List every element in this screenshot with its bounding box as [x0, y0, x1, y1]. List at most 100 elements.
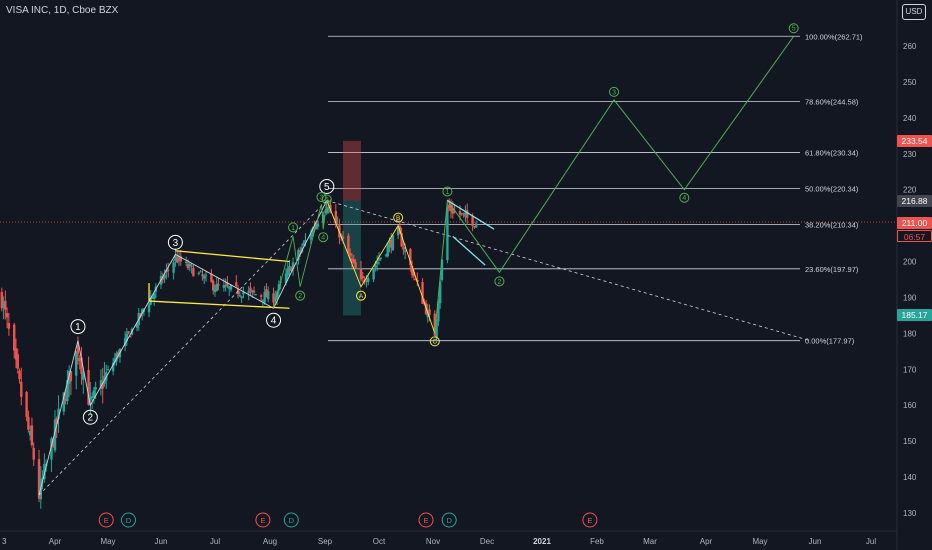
minor-wave-label: 3	[319, 195, 323, 202]
candle-body	[291, 262, 295, 270]
currency-button[interactable]: USD	[902, 4, 926, 20]
fib-level-label: 38.20%(210.34)	[805, 220, 859, 229]
candle-body	[123, 338, 127, 347]
candle-body	[367, 277, 370, 283]
event-marker-circle	[418, 512, 434, 528]
event-marker-circle	[582, 512, 598, 528]
candle-body	[101, 382, 104, 389]
x-tick-label: Sep	[318, 537, 333, 546]
candle-body	[304, 240, 307, 243]
impulse-wave-label-circle	[266, 312, 282, 328]
candle-body	[361, 276, 364, 279]
candle-body	[396, 227, 400, 236]
minor-wave-label-circle	[295, 290, 306, 301]
candle-body	[238, 295, 242, 297]
candle-body	[2, 301, 5, 308]
candle-body	[274, 297, 277, 301]
candle-body	[20, 381, 23, 397]
impulse-wave-label-circle	[167, 234, 183, 250]
impulse-wave-path	[38, 200, 328, 496]
candle-body	[354, 262, 357, 270]
candle-body	[161, 276, 164, 280]
projection-wave-label: 1	[445, 189, 449, 196]
candle-body	[25, 391, 28, 418]
y-tick-label: 260	[903, 42, 917, 51]
candle-body	[106, 369, 110, 371]
y-tick-label: 190	[903, 293, 917, 302]
projection-wave-label-circle	[609, 86, 620, 97]
candle-body	[151, 296, 154, 299]
candle-body	[127, 331, 130, 334]
projection-wave-label-circle	[442, 186, 453, 197]
candle-body	[300, 247, 304, 252]
candle-body	[410, 266, 414, 275]
event-marker-circle	[121, 512, 137, 528]
y-tick-label: 200	[903, 258, 917, 267]
candle-body	[254, 294, 258, 296]
candle-body	[460, 213, 463, 215]
projection-wave-label: 2	[497, 279, 501, 286]
candle-body	[466, 210, 469, 218]
earnings-marker: E	[424, 516, 429, 525]
projection-wave-label-circle	[788, 23, 799, 34]
candle-body	[163, 274, 166, 279]
projection-wave-label: 3	[612, 89, 616, 96]
dividend-marker: D	[126, 516, 132, 525]
candle-body	[174, 255, 177, 261]
candle-body	[75, 351, 78, 376]
candle-body	[64, 398, 67, 401]
candle-body	[437, 301, 440, 322]
projection-wave-label: 5	[792, 26, 796, 33]
correction-wave-label: C	[432, 339, 437, 346]
candle-body	[259, 295, 263, 297]
x-tick-label: Jun	[809, 537, 822, 546]
candle-body	[267, 291, 270, 300]
candle-body	[176, 257, 179, 263]
candle-body	[464, 212, 467, 217]
candle-body	[18, 370, 21, 380]
x-tick-label: 2021	[533, 537, 551, 546]
price-tag-last-close: 233.54	[897, 135, 932, 147]
candle-body	[32, 447, 35, 460]
candle-body	[41, 477, 44, 479]
x-tick-label: Mar	[643, 537, 657, 546]
candle-body	[50, 438, 53, 460]
correction-wave-label-circle	[429, 336, 440, 347]
x-tick-label: May	[100, 537, 115, 546]
y-tick-label: 150	[903, 437, 917, 446]
candle-body	[297, 249, 300, 261]
candle-body	[400, 233, 403, 247]
candle-body	[453, 210, 456, 213]
candle-body	[475, 223, 478, 228]
candle-body	[62, 392, 66, 412]
candle-body	[117, 352, 120, 357]
y-tick-label: 140	[903, 473, 917, 482]
candle-body	[147, 304, 151, 313]
candle-body	[69, 371, 73, 382]
minor-wave-label-circle	[288, 222, 299, 233]
candle-body	[311, 228, 314, 237]
candle-body	[341, 236, 345, 239]
earnings-marker: E	[104, 516, 109, 525]
candle-body	[252, 290, 256, 293]
x-tick-label: Apr	[49, 537, 62, 546]
symbol-title[interactable]: VISA INC, 1D, Cboe BZX	[6, 5, 119, 16]
candle-body	[349, 253, 352, 256]
channel-lower-line	[148, 300, 290, 309]
candle-body	[172, 262, 175, 273]
candle-body	[265, 289, 268, 298]
impulse-wave-label: 1	[75, 322, 81, 333]
candle-body	[129, 335, 132, 338]
candle-body	[179, 256, 182, 262]
candle-body	[302, 242, 305, 246]
candle-body	[462, 212, 465, 214]
x-tick-label: Jul	[866, 537, 876, 546]
candle-body	[403, 250, 407, 252]
candle-body	[43, 464, 46, 480]
candle-body	[55, 418, 58, 425]
candle-body	[388, 241, 391, 247]
candle-body	[66, 380, 69, 402]
correction-wave-label: B	[396, 215, 400, 222]
candle-body	[113, 358, 117, 363]
